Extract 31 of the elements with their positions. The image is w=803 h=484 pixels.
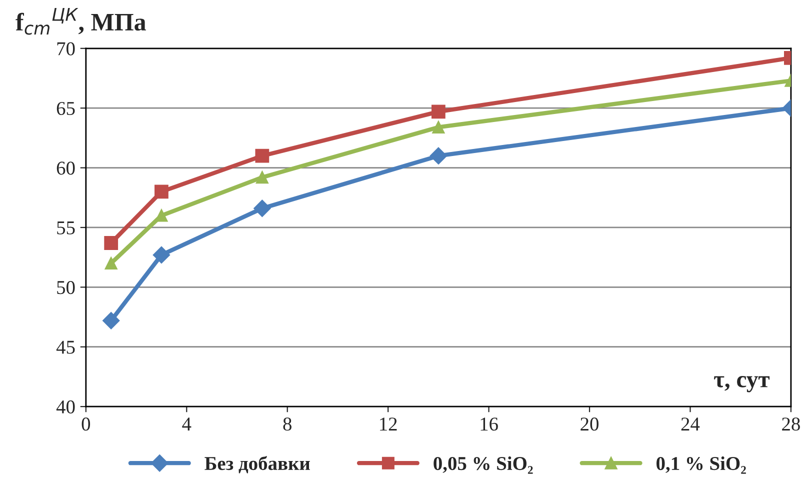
point bbox=[102, 312, 120, 330]
x-tick-label: 20 bbox=[580, 418, 598, 431]
x-tick-label: 12 bbox=[380, 418, 397, 430]
point bbox=[254, 200, 271, 217]
x-tick-label: 4 bbox=[182, 418, 192, 430]
y-tick-label: 65 bbox=[56, 102, 75, 116]
y-tick-label: 60 bbox=[56, 162, 75, 175]
point bbox=[431, 104, 446, 119]
point bbox=[152, 246, 170, 264]
point bbox=[154, 184, 168, 199]
x-tick-label: 8 bbox=[283, 418, 292, 431]
x-tick-label: 16 bbox=[480, 418, 498, 431]
y-tick-label: 55 bbox=[57, 221, 75, 234]
legend-label: 0,1 % SiO₂ bbox=[656, 456, 746, 474]
x-tick-label: 24 bbox=[681, 418, 700, 430]
y-tick-label: 50 bbox=[57, 280, 75, 294]
point bbox=[256, 171, 268, 184]
legend-label: Без добавки bbox=[204, 456, 310, 474]
y-axis-title: f$_{cm}$$^{ЦК}$, МПа bbox=[16, 8, 146, 35]
point bbox=[432, 120, 445, 134]
x-tick-label: 0 bbox=[82, 418, 90, 431]
point bbox=[430, 147, 447, 164]
y-tick-label: 40 bbox=[56, 400, 75, 414]
x-axis-title: τ, сут bbox=[714, 376, 770, 392]
point bbox=[255, 148, 270, 163]
y-tick-label: 45 bbox=[56, 340, 75, 354]
point bbox=[104, 257, 118, 270]
x-tick-label: 28 bbox=[782, 418, 800, 431]
point bbox=[104, 236, 118, 250]
legend-label: 0,05 % SiO₂ bbox=[434, 456, 533, 474]
y-tick-label: 70 bbox=[57, 42, 75, 56]
